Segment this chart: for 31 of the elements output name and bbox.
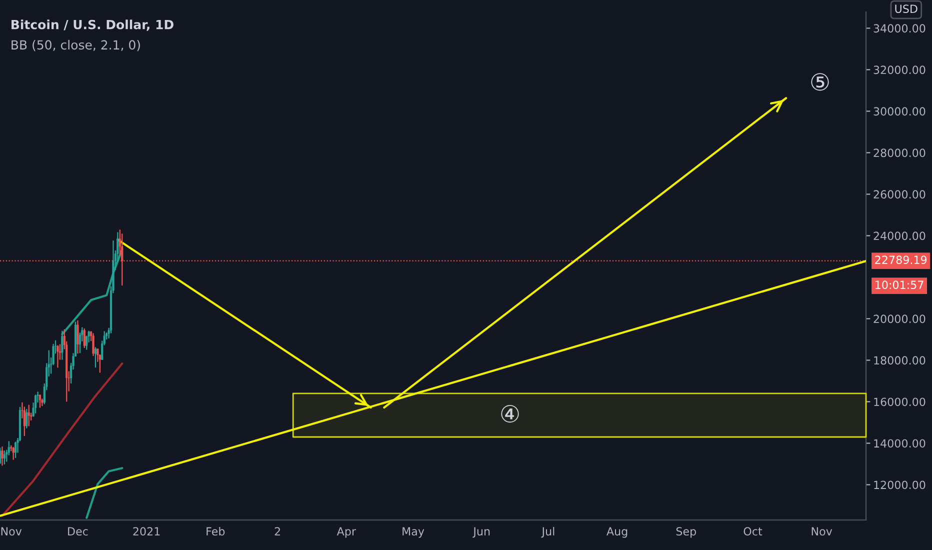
- y-tick-label: 14000.00: [874, 439, 926, 448]
- x-tick-label: Aug: [606, 527, 628, 538]
- annotation: ⑤: [811, 73, 829, 91]
- text: BB (50, close, 2.1, 0): [12, 40, 140, 52]
- y-tick-label: 20000.00: [874, 314, 926, 324]
- x-tick-label: Oct: [744, 527, 762, 536]
- x-tick-label: Nov: [812, 527, 832, 536]
- ref-line-label: 22789.19: [875, 256, 927, 264]
- y-tick-label: 34000.00: [874, 24, 926, 33]
- y-tick-label: 24000.00: [874, 232, 926, 240]
- x-tick-label: 2: [274, 527, 280, 536]
- annotation: ④: [501, 404, 519, 423]
- x-tick-label: Dec: [68, 527, 88, 536]
- x-tick-label: 2021: [133, 527, 160, 536]
- x-tick-label: Sep: [676, 527, 696, 538]
- y-tick-label: 28000.00: [874, 148, 926, 158]
- x-tick-label: Nov: [1, 527, 22, 536]
- y-tick-label: 26000.00: [874, 190, 926, 199]
- y-tick-label: 30000.00: [874, 107, 926, 116]
- y-tick-label: 32000.00: [874, 66, 926, 74]
- y-tick-label: 18000.00: [874, 356, 926, 365]
- x-tick-label: Feb: [206, 526, 225, 536]
- x-tick-label: Apr: [336, 527, 356, 538]
- text: Bitcoin / U.S. Dollar, 1D: [12, 20, 174, 31]
- text: USD: [895, 4, 918, 13]
- x-tick-label: May: [402, 527, 424, 538]
- text: 10:01:57: [876, 280, 924, 290]
- y-tick-label: 16000.00: [874, 398, 926, 406]
- y-tick-label: 12000.00: [874, 480, 926, 490]
- x-tick-label: Jul: [541, 526, 554, 538]
- x-tick-label: Jun: [472, 527, 490, 538]
